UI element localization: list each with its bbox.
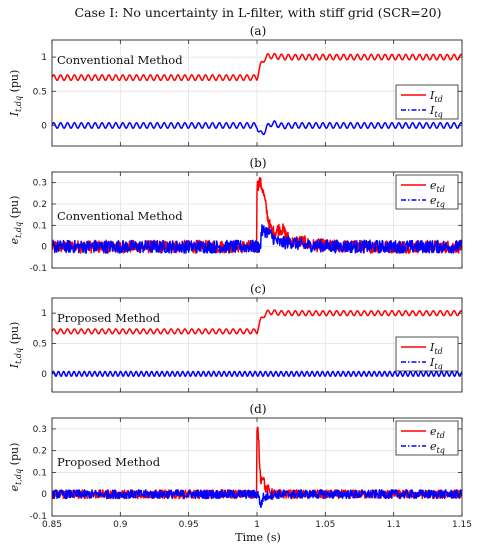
y-tick-label: 0.1	[33, 468, 47, 478]
series-line-i-td	[52, 309, 462, 335]
y-axis-label: et,dq (pu)	[8, 196, 23, 245]
y-tick-label: -0.1	[29, 264, 47, 274]
y-axis-label: et,dq (pu)	[8, 443, 23, 492]
y-tick-label: 1	[41, 309, 47, 319]
legend-entry: etd	[430, 425, 445, 440]
x-tick-label: 0.9	[113, 520, 128, 530]
y-axis-label: It,dq (pu)	[8, 70, 23, 118]
y-axis-label: It,dq (pu)	[8, 322, 23, 370]
series-group	[52, 426, 462, 508]
series-line-e-tq	[52, 489, 462, 508]
panel-subtitle: (b)	[249, 156, 266, 170]
y-tick-label: 0.5	[33, 339, 47, 349]
series-line-i-td	[52, 52, 462, 82]
panels: (a) 0 0.5 1 It,dq (pu) Conventional Method Itd…	[8, 24, 472, 530]
x-tick-label: 1.05	[315, 520, 335, 530]
x-tick-label: 1	[254, 520, 260, 530]
legend-entry: etd	[430, 179, 445, 194]
panel-subtitle: (a)	[250, 24, 267, 38]
figure-title: Case I: No uncertainty in L-filter, with…	[75, 5, 442, 20]
panel-a: (a) 0 0.5 1 It,dq (pu) Conventional Method Itd…	[8, 24, 463, 147]
x-tick-label: 0.95	[179, 520, 199, 530]
panel-b: (b) -0.1 0 0.1 0.2 0.3 et,dq (pu) Conventional …	[8, 156, 463, 274]
y-tick-label: 0	[41, 121, 47, 131]
legend-box	[395, 336, 459, 372]
panel-subtitle: (c)	[250, 282, 266, 296]
y-tick-label: 0.2	[33, 447, 47, 457]
y-tick-label: 0.1	[33, 221, 47, 231]
legend-box	[395, 174, 459, 210]
panel-subtitle: (d)	[249, 402, 266, 416]
y-tick-label: 0.3	[33, 179, 47, 189]
x-axis-label: Time (s)	[235, 531, 281, 544]
legend-entry: etq	[430, 440, 445, 455]
y-tick-label: 0	[41, 370, 47, 380]
series-group	[52, 177, 462, 254]
legend-entry: etq	[430, 194, 445, 209]
series-group	[52, 309, 462, 377]
series-line-i-tq	[52, 370, 462, 377]
legend-box	[395, 84, 459, 120]
method-annotation: Proposed Method	[57, 455, 161, 469]
y-tick-label: -0.1	[29, 512, 47, 522]
legend-entry: Itd	[429, 341, 443, 356]
legend-box	[395, 420, 459, 456]
legend-entry: Itq	[429, 104, 443, 119]
legend-entry: Itd	[429, 89, 443, 104]
y-tick-label: 0.2	[33, 200, 47, 210]
legend-entry: Itq	[429, 356, 443, 371]
y-tick-label: 0.5	[33, 87, 47, 97]
y-tick-label: 0.3	[33, 425, 47, 435]
series-group	[52, 52, 462, 136]
x-tick-label: 1.15	[452, 520, 472, 530]
method-annotation: Conventional Method	[57, 209, 183, 223]
x-tick-label: 1.1	[387, 520, 401, 530]
y-tick-label: 1	[41, 53, 47, 63]
series-line-e-tq	[52, 224, 462, 254]
x-tick-label: 0.85	[42, 520, 62, 530]
method-annotation: Proposed Method	[57, 311, 161, 325]
y-tick-label: 0	[41, 243, 47, 253]
panel-d: (d) 0.85 0.9 0.95 1 1.05 1.1 1.15 -0.1 0 0.1 0.2 0.3…	[8, 402, 472, 530]
method-annotation: Conventional Method	[57, 53, 183, 67]
series-line-i-tq	[52, 120, 462, 136]
y-tick-label: 0	[41, 490, 47, 500]
